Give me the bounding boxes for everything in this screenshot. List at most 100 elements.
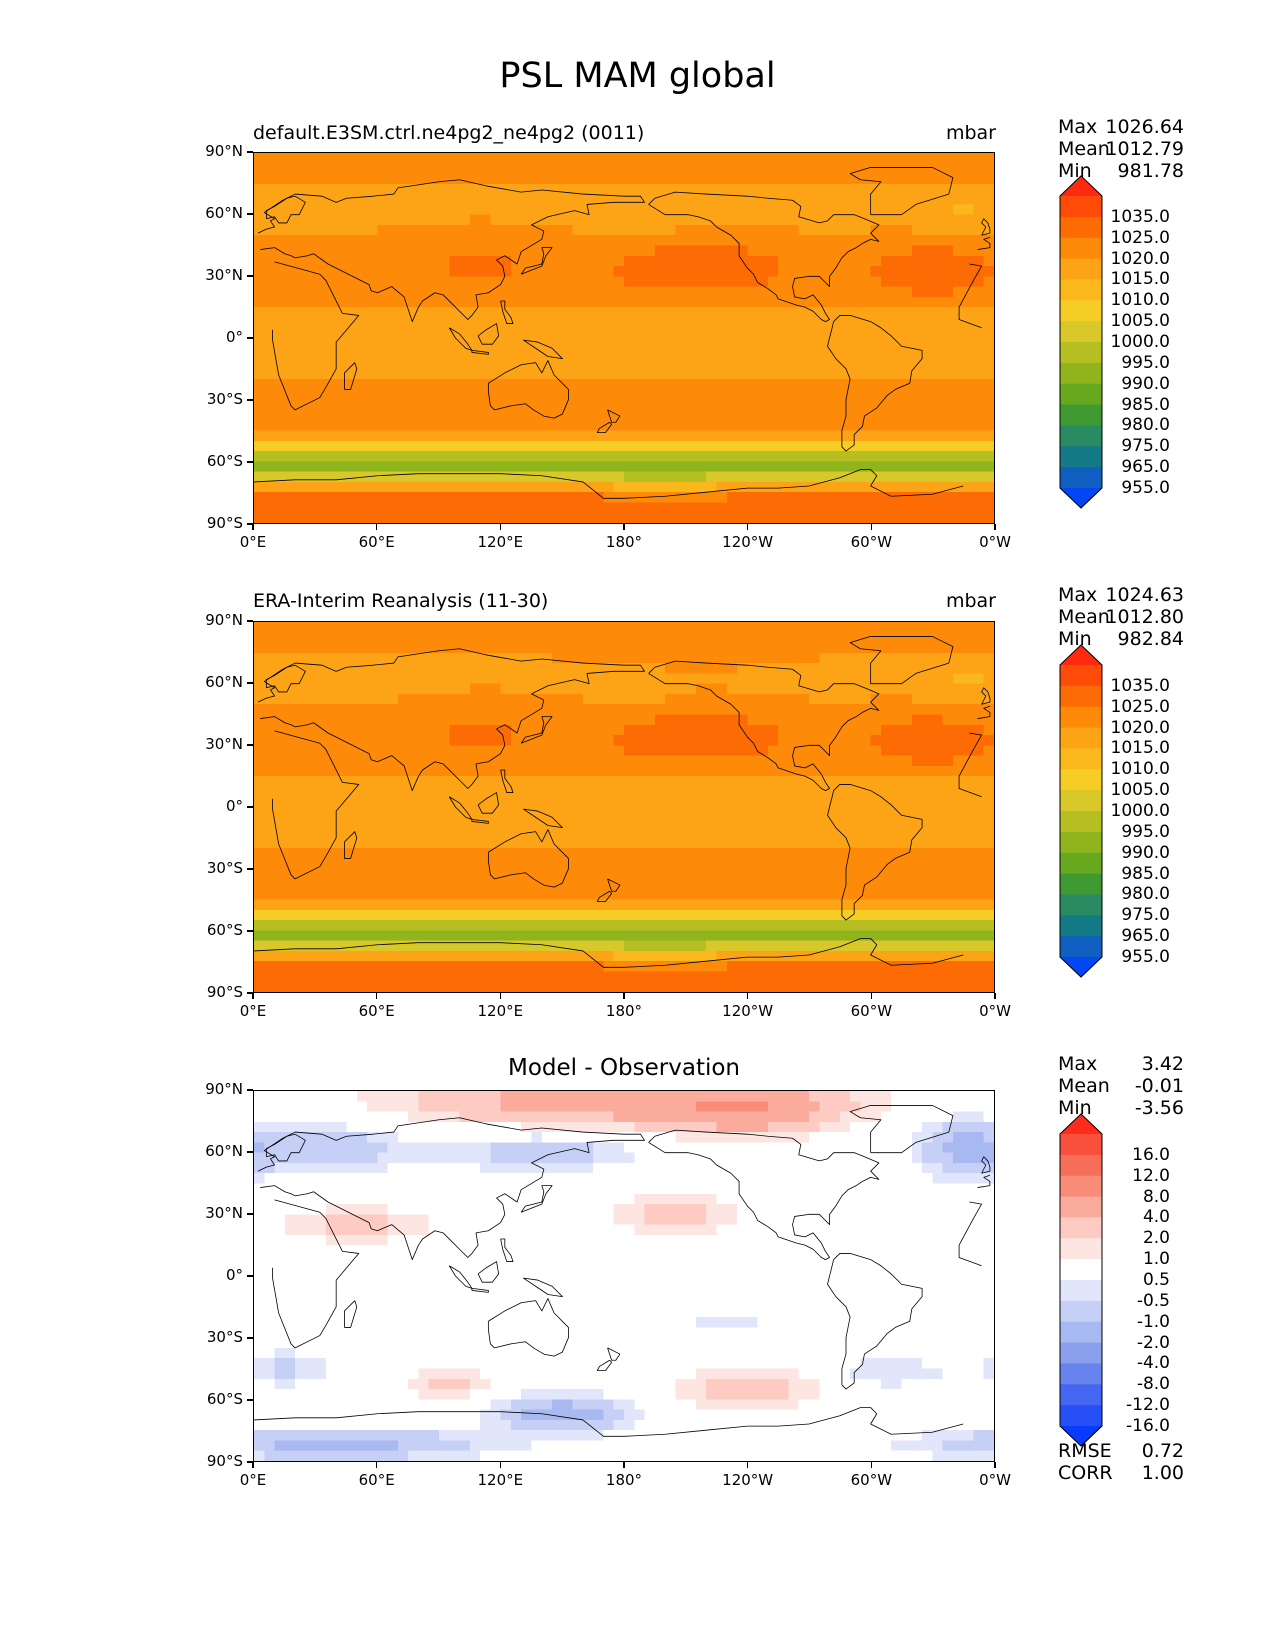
colorbar-tick-label: -8.0 <box>1136 1374 1170 1395</box>
colorbar-tick-label: 1015.0 <box>1110 269 1170 290</box>
lat-tick-mark <box>247 523 253 525</box>
rmse-value: 0.72 <box>1141 1440 1184 1462</box>
lon-tick-mark <box>499 1462 502 1468</box>
colorbar-band <box>1060 1238 1102 1260</box>
colorbar-extend-top <box>1060 176 1102 196</box>
stats-block-model: Max Mean Min <box>1058 116 1110 182</box>
coastline-path <box>500 769 514 793</box>
colorbar-tick-label: 955.0 <box>1121 478 1170 498</box>
lon-tick-mark <box>746 1462 749 1468</box>
coastline-path <box>477 792 500 814</box>
stat-value: 982.84 <box>1117 628 1184 650</box>
colorbar-tick-label: 965.0 <box>1121 457 1170 478</box>
colorbar-svg <box>1059 1113 1103 1447</box>
lon-tick-label: 60°E <box>358 1002 395 1020</box>
colorbar-tick-label: 2.0 <box>1142 1228 1170 1249</box>
stat-value: 1012.80 <box>1105 606 1184 628</box>
lon-tick-label: 60°E <box>358 533 395 551</box>
stats-block-obs: Max Mean Min <box>1058 584 1110 650</box>
lon-tick-label: 60°W <box>850 1002 893 1020</box>
stat-value: 1024.63 <box>1105 584 1184 606</box>
lon-tick-label: 180° <box>605 533 643 551</box>
lon-tick-label: 120°E <box>477 1002 524 1020</box>
colorbar-outline <box>1059 1113 1103 1447</box>
lat-tick-mark <box>247 1275 253 1277</box>
colorbar-band <box>1060 915 1102 937</box>
corr-value: 1.00 <box>1141 1462 1184 1484</box>
colorbar-band <box>1060 300 1102 322</box>
colorbar-tick-label: 1035.0 <box>1110 206 1170 227</box>
colorbar-band <box>1060 321 1102 343</box>
colorbar-tick-label: 1025.0 <box>1110 227 1170 248</box>
lat-tick-mark <box>247 992 253 994</box>
colorbar-outline <box>1059 175 1103 509</box>
coastlines <box>254 167 991 499</box>
coastline-path <box>523 1277 563 1297</box>
stats-values-obs: 1024.63 1012.80 982.84 <box>1100 584 1184 650</box>
lat-tick-mark <box>247 213 253 215</box>
stat-value: 3.42 <box>1141 1053 1184 1075</box>
coastline-path <box>344 362 358 390</box>
coastline-path <box>981 687 991 705</box>
lat-tick-label: 90°N <box>205 611 243 629</box>
colorbar-svg <box>1059 644 1103 978</box>
lat-tick-mark <box>247 461 253 463</box>
colorbar-tick-label: 0.5 <box>1142 1270 1170 1290</box>
colorbar-tick-label: 1005.0 <box>1110 311 1170 332</box>
coastlines <box>254 636 991 968</box>
lon-tick-label: 0°E <box>239 533 267 551</box>
lat-tick-mark <box>247 930 253 932</box>
lat-tick-mark <box>247 337 253 339</box>
error-stats-values: 0.72 1.00 <box>1100 1440 1184 1484</box>
coastline-path <box>596 421 613 433</box>
lon-tick-label: 0°W <box>979 533 1011 551</box>
colorbar-band <box>1060 279 1102 301</box>
colorbar-band <box>1060 1342 1102 1364</box>
colorbar-tick-label: 1020.0 <box>1110 717 1170 738</box>
colorbar-band <box>1060 1134 1102 1156</box>
colorbar-band <box>1060 1405 1102 1427</box>
lat-tick-mark <box>247 1151 253 1153</box>
lat-tick-mark <box>247 744 253 746</box>
coastline-path <box>487 360 569 419</box>
coastline-path <box>471 1287 489 1293</box>
lat-tick-label: 90°S <box>206 983 243 1001</box>
panel-title-model: default.E3SM.ctrl.ne4pg2_ne4pg2 (0011) <box>253 122 645 144</box>
stat-label: Mean <box>1058 606 1110 628</box>
coastline-path <box>849 167 954 216</box>
lat-tick-mark <box>247 1399 253 1401</box>
lat-tick-mark <box>247 682 253 684</box>
coastline-path <box>265 195 306 224</box>
lat-tick-mark <box>247 806 253 808</box>
units-label-model: mbar <box>945 122 996 144</box>
coastline-path <box>477 323 500 345</box>
colorbar-tick-label: 1000.0 <box>1110 801 1170 821</box>
stat-label: Max <box>1058 116 1098 138</box>
coastline-path <box>500 300 514 324</box>
colorbar-band <box>1060 1321 1102 1344</box>
colorbar-tick-label: 1025.0 <box>1110 696 1170 717</box>
coastline-path <box>849 1105 954 1154</box>
coastline-path <box>471 818 489 824</box>
stat-label: Mean <box>1058 1075 1110 1097</box>
stat-label: Min <box>1058 628 1092 650</box>
field-cells <box>254 1091 994 1461</box>
lat-tick-label: 30°N <box>205 266 243 284</box>
colorbar-tick-label: 1035.0 <box>1110 675 1170 696</box>
colorbar-tick-label: 12.0 <box>1132 1165 1170 1186</box>
map-panel-obs <box>253 621 995 993</box>
lat-tick-mark <box>247 399 253 401</box>
colorbar-band <box>1060 894 1102 916</box>
colorbar-tick-label: 1010.0 <box>1110 290 1170 311</box>
colorbar-tick-label: 990.0 <box>1121 842 1170 863</box>
coastline-path <box>520 1185 553 1213</box>
coastline-path <box>648 1129 880 1260</box>
lon-tick-mark <box>252 1462 254 1468</box>
colorbar-band <box>1060 1384 1102 1406</box>
colorbar-band <box>1060 362 1102 385</box>
colorbar-tick-label: 16.0 <box>1132 1144 1170 1165</box>
lon-tick-mark <box>252 524 254 530</box>
colorbar-band <box>1060 873 1102 895</box>
lat-tick-mark <box>247 1213 253 1215</box>
coastline-path <box>827 784 923 921</box>
